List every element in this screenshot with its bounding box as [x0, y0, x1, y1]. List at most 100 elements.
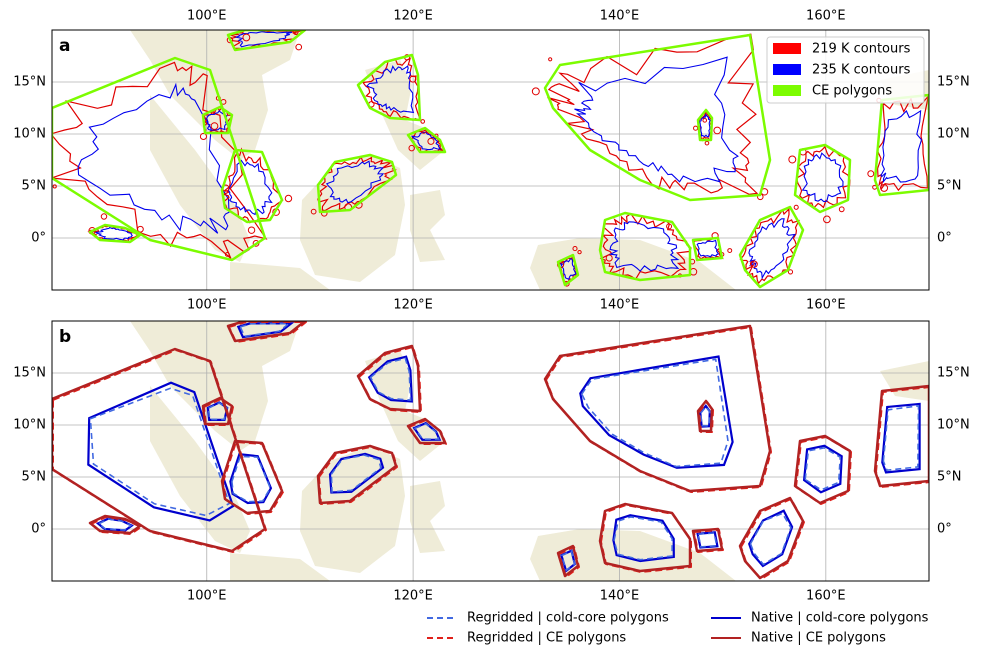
contour-fragment: [823, 215, 831, 224]
panel-frame: [51, 29, 930, 291]
legend-label: Regridded | CE polygons: [467, 631, 626, 646]
x-tick-label: 120°E: [393, 298, 433, 313]
contour-fragment: [295, 43, 303, 51]
y-tick-label: 15°N: [13, 75, 46, 90]
cold-core-polygon: [802, 444, 843, 494]
contour-fragment: [284, 194, 293, 203]
legend-box: [766, 36, 925, 104]
y-tick-label: 10°N: [13, 127, 46, 142]
x-tick-label: 140°E: [600, 589, 640, 604]
contour-fragment: [409, 75, 417, 83]
cold-core-regridded: [560, 549, 576, 572]
y-tick-label: 5°N: [22, 470, 47, 485]
cold-core-polygon: [612, 514, 675, 563]
contour-fragment: [408, 144, 415, 152]
cold-core-regridded: [231, 455, 272, 503]
cold-core-polygon: [87, 381, 235, 522]
contour-235k: [365, 65, 415, 114]
contour-fragment: [605, 254, 613, 262]
contour-fragment: [310, 208, 317, 215]
x-tick-label: 100°E: [187, 589, 227, 604]
contour-219k: [409, 129, 445, 153]
cold-core-polygon: [229, 453, 273, 505]
cold-core-regridded: [330, 454, 382, 493]
contour-219k: [221, 147, 284, 224]
legend-label: CE polygons: [812, 84, 892, 99]
cold-core-regridded: [413, 422, 440, 441]
cold-core-polygon: [236, 322, 295, 339]
x-tick-label: 160°E: [806, 298, 846, 313]
cold-core-regridded: [697, 532, 718, 548]
x-tick-label: 120°E: [393, 589, 433, 604]
cold-core-polygon: [367, 355, 413, 403]
legend-label: 235 K contours: [812, 63, 911, 78]
contour-fragment: [577, 249, 582, 255]
y-tick-label-right: 0°: [937, 522, 952, 537]
contour-235k: [608, 221, 680, 272]
cold-core-polygon: [747, 509, 794, 568]
contour-235k: [94, 226, 133, 241]
contour-fragment: [793, 204, 799, 210]
contour-235k: [559, 258, 577, 280]
y-tick-label: 15°N: [13, 366, 46, 381]
contour-fragment: [531, 87, 540, 96]
x-tick-label: 160°E: [806, 589, 846, 604]
contour-fragment: [750, 260, 758, 268]
x-tick-label-top: 100°E: [187, 9, 227, 24]
contour-235k: [234, 31, 293, 48]
contour-fragment: [210, 122, 219, 130]
x-tick-label-top: 160°E: [806, 9, 846, 24]
contour-fragment: [224, 252, 230, 257]
contour-235k: [699, 113, 711, 138]
contour-fragment: [247, 226, 256, 234]
panel-label: a: [59, 36, 70, 56]
cold-core-regridded: [804, 447, 842, 491]
contour-fragment: [242, 33, 251, 42]
contour-fragment: [867, 170, 875, 178]
contour-fragment: [666, 223, 673, 230]
x-tick-label: 100°E: [187, 298, 227, 313]
y-tick-label: 5°N: [22, 179, 47, 194]
contour-fragment: [292, 30, 299, 35]
contour-219k: [317, 155, 398, 212]
y-tick-label-right: 0°: [937, 231, 952, 246]
contour-fragment: [749, 261, 755, 267]
contour-fragment: [788, 155, 797, 164]
contour-fragment: [704, 140, 710, 146]
contour-fragment: [787, 269, 794, 275]
legend-swatch: [773, 64, 801, 75]
contour-235k: [748, 218, 796, 280]
legend-label: Native | CE polygons: [751, 631, 886, 646]
contour-235k: [227, 159, 273, 216]
contour-235k: [574, 56, 739, 183]
contour-fragment: [548, 57, 553, 62]
y-tick-label: 0°: [31, 522, 46, 537]
y-tick-label: 10°N: [13, 418, 46, 433]
contour-235k: [880, 109, 923, 184]
contour-fragment: [713, 126, 722, 135]
contour-fragment: [702, 118, 708, 123]
cold-core-polygon: [579, 355, 734, 469]
contour-fragment: [100, 213, 108, 220]
cold-core-regridded: [882, 404, 920, 472]
contour-fragment: [693, 125, 699, 131]
legend-label: 219 K contours: [812, 42, 911, 57]
contour-fragment: [838, 206, 845, 213]
panel-frame: [51, 320, 930, 582]
contour-235k: [206, 110, 228, 131]
y-tick-label-right: 15°N: [937, 366, 970, 381]
cold-core-regridded: [580, 358, 729, 468]
cold-core-polygon: [881, 402, 921, 474]
cold-core-regridded: [613, 516, 674, 561]
cold-core-regridded: [239, 322, 292, 338]
y-tick-label-right: 5°N: [937, 470, 962, 485]
cold-core-regridded: [699, 405, 711, 427]
contour-219k: [739, 207, 800, 285]
contour-fragment: [52, 184, 57, 189]
contour-235k: [410, 131, 442, 151]
cold-core-polygon: [206, 401, 229, 421]
panel-a-map: [52, 30, 929, 290]
contour-219k: [795, 145, 851, 210]
contour-fragment: [727, 248, 733, 254]
